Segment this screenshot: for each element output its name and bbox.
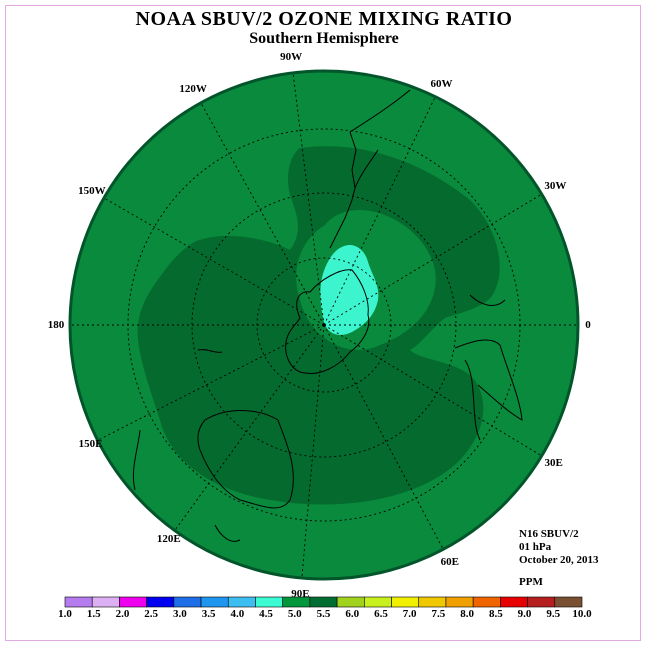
colorbar-tick-label: 7.0: [402, 608, 417, 620]
figure-frame: [5, 5, 641, 641]
colorbar-swatch: [200, 596, 229, 608]
colorbar-tick-label: 9.0: [517, 608, 532, 620]
colorbar-swatch: [391, 596, 420, 608]
meridian-line: [323, 324, 542, 457]
colorbar-swatch: [364, 596, 392, 608]
colorbar-swatch: [173, 596, 202, 608]
colorbar-swatch: [418, 596, 447, 608]
page-subtitle: Southern Hemisphere: [249, 30, 399, 47]
colorbar-swatch: [527, 596, 556, 608]
lon-label-180: 180: [47, 319, 65, 331]
meridian-line: [200, 102, 325, 326]
colorbar-tick-label: 5.5: [316, 608, 331, 620]
colorbar-swatch: [146, 596, 175, 608]
colorbar-swatch: [472, 596, 501, 608]
lon-label-30w: 30W: [544, 179, 567, 192]
lon-label-150w: 150W: [78, 185, 106, 197]
coastlines: [132, 89, 523, 542]
lon-label-60e: 60E: [440, 555, 459, 568]
satellite-label: N16 SBUV/2: [519, 528, 579, 540]
lon-label-90e: 90E: [291, 587, 310, 600]
meridian-line: [174, 324, 325, 531]
meridian-line: [323, 324, 444, 550]
lon-label-120e: 120E: [156, 532, 181, 545]
lon-label-30e: 30E: [544, 457, 563, 470]
colorbar-tick-label: 4.5: [259, 608, 273, 620]
colorbar-swatch: [500, 596, 528, 608]
colorbar-tick-label: 1.5: [86, 608, 101, 620]
meridian-line: [323, 96, 436, 326]
page-title: NOAA SBUV/2 OZONE MIXING RATIO: [135, 8, 513, 30]
colorbar-swatch: [554, 596, 583, 608]
colorbar-tick-label: 6.5: [374, 608, 388, 620]
meridian-lines: [70, 72, 578, 579]
colorbar-swatch: [309, 596, 338, 608]
high-ozone-band: [137, 146, 500, 505]
colorbar-tick-label: 3.0: [173, 608, 187, 620]
lon-label-0: 0: [585, 319, 591, 331]
lon-label-60w: 60W: [430, 78, 453, 91]
colorbar-tick-label: 2.5: [144, 608, 159, 620]
colorbar-tick-label: 3.5: [201, 608, 216, 620]
lon-label-150e: 150E: [78, 437, 103, 450]
colorbar-swatch: [336, 596, 365, 608]
colorbar-swatch: [227, 596, 256, 608]
colorbar-tick-label: 2.0: [115, 608, 130, 620]
lon-label-90w: 90W: [280, 51, 303, 63]
meridian-line: [292, 72, 325, 326]
colorbar-tick-label: 10.0: [572, 608, 592, 620]
colorbar-tick-label: 7.5: [431, 608, 446, 620]
colorbar-tick-label: 4.0: [230, 608, 245, 620]
meridian-line: [97, 324, 325, 441]
ozone-minimum-core: [320, 244, 379, 335]
colorbar-swatch: [119, 596, 147, 608]
colorbar: [64, 596, 583, 608]
colorbar-tick-label: 1.0: [58, 608, 72, 620]
lon-label-120w: 120W: [179, 82, 207, 95]
colorbar-swatch: [64, 596, 93, 608]
pressure-level-label: 01 hPa: [519, 541, 552, 553]
date-label: October 20, 2013: [519, 554, 599, 566]
meridian-line: [103, 197, 325, 326]
colorbar-tick-label: 9.5: [546, 608, 561, 620]
colorbar-swatch: [445, 596, 474, 608]
map-boundary: [68, 69, 580, 581]
unit-label: PPM: [519, 576, 543, 588]
meridian-line: [301, 324, 325, 579]
colorbar-tick-label: 8.5: [488, 608, 503, 620]
colorbar-tick-label: 8.0: [460, 608, 474, 620]
colorbar-swatch: [255, 596, 283, 608]
colorbar-tick-label: 5.0: [287, 608, 302, 620]
colorbar-tick-label: 6.0: [345, 608, 360, 620]
meridian-line: [323, 193, 542, 326]
colorbar-swatch: [91, 596, 120, 608]
